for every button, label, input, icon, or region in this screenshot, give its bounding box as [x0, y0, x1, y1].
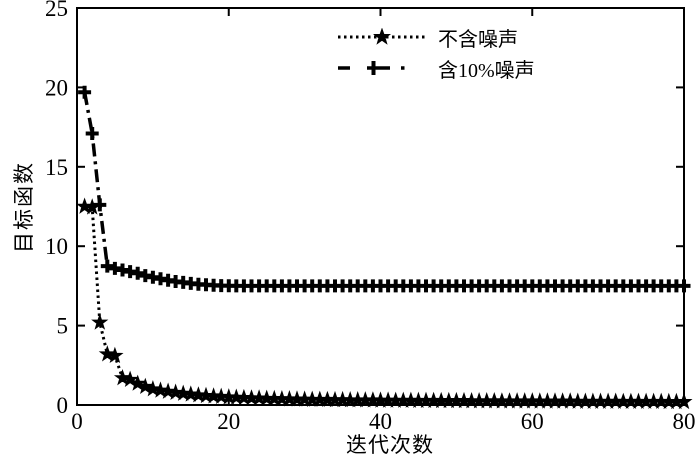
- y-tick-label: 20: [45, 75, 68, 100]
- series-markers-star: [76, 197, 693, 410]
- x-tick-label: 80: [673, 409, 696, 434]
- series-line-1: [82, 91, 684, 288]
- y-tick-label: 15: [45, 155, 68, 180]
- y-tick-label: 10: [45, 234, 68, 259]
- dashdot-plus-line-sample: [338, 61, 405, 75]
- x-tick-label: 0: [71, 409, 83, 434]
- legend: 不含噪声 含10%噪声: [337, 26, 535, 82]
- x-axis-label: 迭代次数: [346, 433, 434, 457]
- x-tick-label: 40: [369, 409, 392, 434]
- series-markers-plus: [78, 85, 691, 293]
- series-line-0: [84, 205, 684, 404]
- x-tick-label: 60: [521, 409, 544, 434]
- y-tick-label: 0: [57, 393, 69, 418]
- legend-label-no-noise: 不含噪声: [438, 28, 518, 51]
- y-tick-label: 25: [45, 0, 68, 21]
- y-tick-label: 5: [57, 314, 69, 339]
- x-tick-label: 20: [217, 409, 240, 434]
- legend-item-10pct-noise: 含10%噪声: [337, 57, 535, 82]
- legend-item-no-noise: 不含噪声: [337, 26, 535, 51]
- legend-label-10pct-noise: 含10%噪声: [438, 59, 535, 82]
- dotted-star-line-sample: [338, 28, 426, 45]
- y-axis-label: 目标函数: [12, 161, 36, 253]
